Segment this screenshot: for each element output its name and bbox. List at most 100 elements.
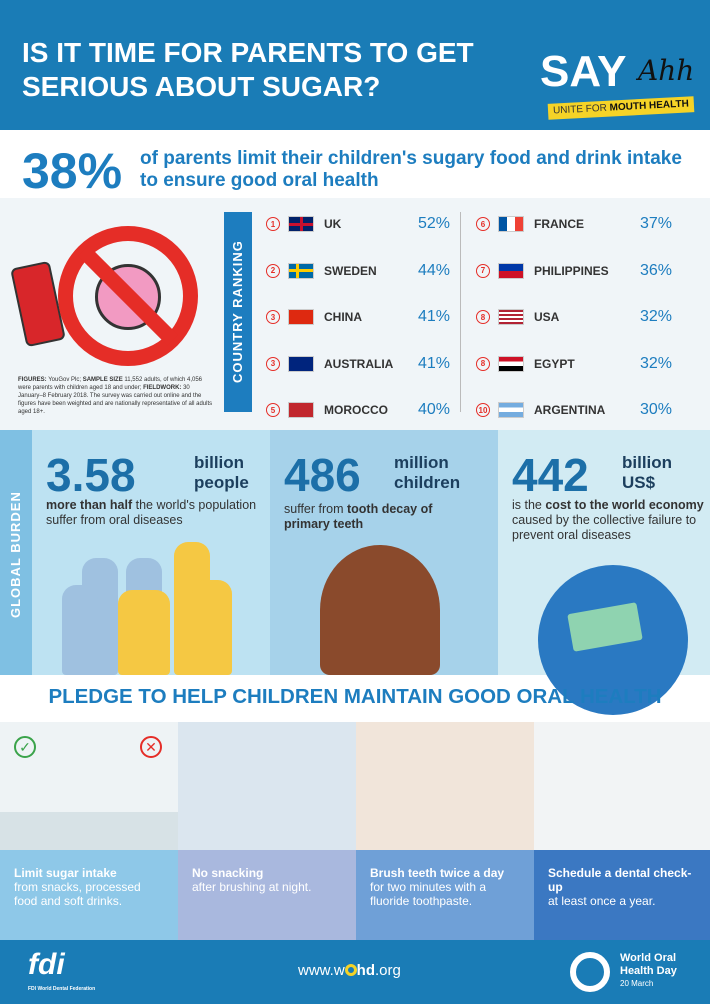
flag-icon <box>288 309 314 325</box>
website-link[interactable]: www.w hd.org <box>298 962 401 979</box>
country-name: MOROCCO <box>324 403 388 417</box>
rank-badge: 7 <box>476 263 490 278</box>
n4: 11,552 adults, of which 4,056 were paren… <box>18 377 203 391</box>
tag-light: UNITE FOR <box>552 102 608 117</box>
wohd-logo-icon <box>570 952 610 992</box>
rank-badge: 8 <box>476 310 490 324</box>
people-unit2: people <box>194 473 249 492</box>
burden-children-panel: 486 million children suffer from tooth d… <box>270 430 498 675</box>
table-surface <box>0 812 178 850</box>
n1: FIGURES: <box>18 377 47 383</box>
u1: www.w <box>298 962 345 979</box>
rank-badge: 1 <box>266 217 280 231</box>
survey-notes: FIGURES: YouGov Plc; SAMPLE SIZE 11,552 … <box>18 376 214 416</box>
d7: caused by the collective failure to prev… <box>512 513 697 542</box>
fdi-subtitle: FDI World Dental Federation <box>28 986 96 992</box>
country-percent: 36% <box>640 261 673 279</box>
flag-icon <box>288 216 314 232</box>
rank-badge: 3 <box>266 310 280 324</box>
rank-badge: 3 <box>266 356 280 371</box>
country-ranking-label: COUNTRY RANKING <box>224 212 252 412</box>
ranking-row: 10 ARGENTINA 30% <box>476 400 672 420</box>
pledge-item-title: No snacking <box>192 866 264 880</box>
flag-icon <box>498 355 524 372</box>
country-name: FRANCE <box>534 217 584 231</box>
flag-icon <box>288 262 314 279</box>
ranking-row: 5 MOROCCO 40% <box>266 400 450 420</box>
person-icon <box>192 580 232 675</box>
country-name: PHILIPPINES <box>534 263 609 278</box>
prohibited-icon <box>58 226 198 366</box>
ranking-row: 8 EGYPT 32% <box>476 354 672 374</box>
wohd-o-icon <box>344 964 357 976</box>
ranking-row: 1 UK 52% <box>266 214 450 234</box>
divider <box>460 212 461 412</box>
pledge-item-title: Schedule a dental check-up <box>548 866 692 894</box>
d1: more than half <box>46 498 133 512</box>
children-unit1: million <box>394 453 449 472</box>
d6: cost to the world economy <box>545 498 704 512</box>
logo-ahh: Ahh <box>638 54 695 87</box>
w2: Health Day <box>620 965 677 977</box>
people-unit1: billion <box>194 453 245 472</box>
country-name: SWEDEN <box>324 263 377 278</box>
logo-say: SAY <box>540 47 627 96</box>
flag-icon <box>498 216 524 232</box>
d2: the world's population suffer from oral … <box>46 498 257 527</box>
pledge-item-text: for two minutes with a fluoride toothpas… <box>370 880 487 908</box>
cost-number: 442 <box>512 449 589 501</box>
country-percent: 40% <box>418 401 451 418</box>
n5: FIELDWORK: <box>143 385 182 391</box>
say-ahh-logo: SAY Ahh UNITE FOR MOUTH HEALTH <box>540 50 705 122</box>
country-percent: 32% <box>640 308 673 325</box>
country-name: CHINA <box>324 310 362 324</box>
flag-icon <box>498 402 524 418</box>
fdi-logo: fdi <box>28 948 65 981</box>
country-percent: 37% <box>640 215 673 232</box>
rank-badge: 10 <box>476 403 490 417</box>
country-percent: 52% <box>418 215 451 232</box>
check-icon: ✓ <box>14 736 36 758</box>
logo-tagline: UNITE FOR MOUTH HEALTH <box>547 96 695 120</box>
ranking-row: 8 USA 32% <box>476 307 672 327</box>
rank-badge: 6 <box>476 217 490 231</box>
u3: .org <box>375 962 401 979</box>
pledge-item: Brush teeth twice a day for two minutes w… <box>356 850 534 940</box>
global-burden-label: GLOBAL BURDEN <box>0 430 32 675</box>
pledge-item-text: at least once a year. <box>548 894 656 908</box>
ranking-row: 6 FRANCE 37% <box>476 214 672 234</box>
no-snacking-illustration <box>178 722 356 850</box>
ranking-row: 3 AUSTRALIA 41% <box>266 354 450 374</box>
dental-checkup-illustration <box>534 722 710 850</box>
cross-icon: ✕ <box>140 736 162 758</box>
flag-icon <box>498 309 524 325</box>
country-name: EGYPT <box>534 356 575 371</box>
child-face-icon <box>320 545 440 675</box>
ranking-row: 7 PHILIPPINES 36% <box>476 261 672 281</box>
children-number: 486 <box>284 449 361 501</box>
burden-people-panel: 3.58 billion people more than half the w… <box>32 430 270 675</box>
page-title: IS IT TIME FOR PARENTS TO GET SERIOUS AB… <box>22 37 474 102</box>
brush-teeth-illustration <box>356 722 534 850</box>
global-burden-section: GLOBAL BURDEN 3.58 billion people more t… <box>0 430 710 715</box>
country-percent: 41% <box>418 308 451 325</box>
n3: SAMPLE SIZE <box>82 377 123 383</box>
ranking-row: 2 SWEDEN 44% <box>266 261 450 281</box>
pledge-item: No snacking after brushing at night. <box>178 850 356 940</box>
cost-unit2: US$ <box>622 473 656 492</box>
w3: 20 March <box>620 979 654 988</box>
limit-sugar-illustration: ✓ ✕ <box>0 722 178 850</box>
country-percent: 30% <box>640 401 673 418</box>
country-name: ARGENTINA <box>534 403 606 417</box>
pledge-item-title: Brush teeth twice a day <box>370 866 505 880</box>
country-name: AUSTRALIA <box>324 356 394 371</box>
pledge-title: PLEDGE TO HELP CHILDREN MAINTAIN GOOD OR… <box>48 685 662 708</box>
d3: suffer from <box>284 502 347 516</box>
flag-icon <box>288 355 314 372</box>
rank-badge: 2 <box>266 263 280 278</box>
headline-text: of parents limit their children's sugary… <box>140 148 682 191</box>
w1: World Oral <box>620 952 677 964</box>
rank-badge: 5 <box>266 403 280 417</box>
cost-unit1: billion <box>622 453 673 472</box>
n2: YouGov Plc; <box>48 377 82 383</box>
